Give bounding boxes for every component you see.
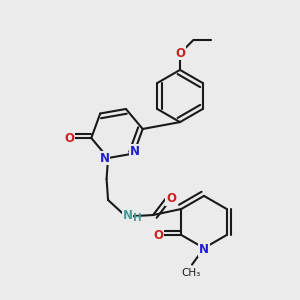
- Text: N: N: [123, 208, 133, 221]
- Text: N: N: [129, 145, 140, 158]
- Text: O: O: [64, 131, 74, 145]
- Text: H: H: [133, 213, 141, 223]
- Text: N: N: [199, 243, 209, 256]
- Text: O: O: [166, 192, 176, 205]
- Text: O: O: [154, 229, 164, 242]
- Text: N: N: [100, 152, 110, 164]
- Text: CH₃: CH₃: [181, 268, 200, 278]
- Text: O: O: [175, 47, 185, 60]
